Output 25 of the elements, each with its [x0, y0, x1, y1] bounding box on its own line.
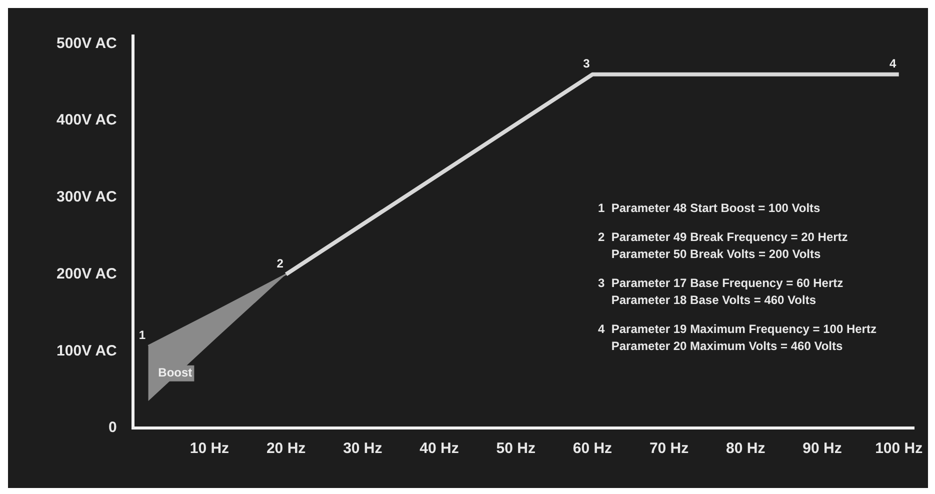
annotation: 3: [583, 56, 590, 71]
x-tick-label: 80 Hz: [726, 440, 766, 458]
series-label: Boost: [158, 366, 192, 380]
x-tick-label: 20 Hz: [266, 440, 306, 458]
x-tick-label: 40 Hz: [420, 440, 459, 458]
x-tick-label: 90 Hz: [802, 440, 842, 458]
annotation: 4 Parameter 19 Maximum Frequency = 100 Hertz Parameter 20 Maximum Volts = 460 Volts: [598, 321, 876, 355]
y-tick-label: 100V AC: [56, 342, 118, 360]
x-tick-label: 70 Hz: [649, 440, 689, 458]
x-tick-label: 10 Hz: [190, 440, 230, 458]
y-tick-label: 300V AC: [56, 188, 118, 206]
y-tick-label: 0: [108, 419, 117, 436]
annotation: 2 Parameter 49 Break Frequency = 20 Hertz Parameter 50 Break Volts = 200 Volts: [598, 229, 849, 263]
annotation: 3 Parameter 17 Base Frequency = 60 Hertz Parameter 18 Base Volts = 460 Volts: [598, 275, 844, 309]
x-tick-label: 60 Hz: [572, 440, 612, 458]
x-tick-label: 30 Hz: [343, 440, 382, 458]
annotation: 2: [276, 256, 284, 271]
y-tick-label: 400V AC: [56, 112, 118, 129]
annotation: 4: [890, 56, 896, 71]
annotation: 1 Parameter 48 Start Boost = 100 Volts: [598, 200, 822, 217]
y-tick-label: 200V AC: [56, 265, 118, 282]
annotation: 1: [138, 328, 146, 342]
y-tick-label: 500V AC: [56, 34, 118, 52]
x-tick-label: 100 Hz: [875, 440, 923, 458]
x-tick-label: 50 Hz: [496, 440, 536, 458]
